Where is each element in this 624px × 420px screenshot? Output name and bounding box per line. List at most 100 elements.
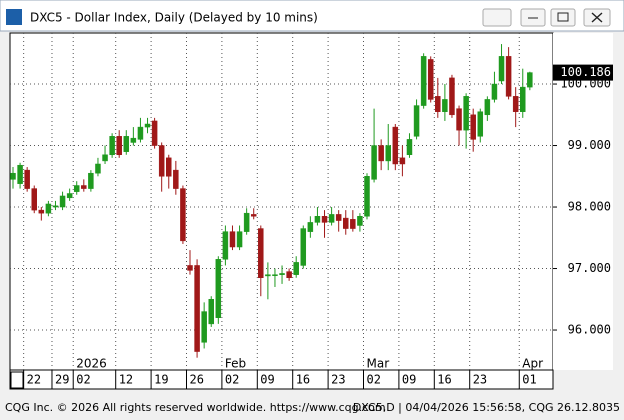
candle-body [520, 86, 526, 112]
maximize-icon [557, 12, 569, 22]
candle-body [272, 274, 278, 276]
candle-body [442, 99, 448, 112]
candle-body [102, 154, 108, 162]
window-title: DXC5 - Dollar Index, Daily (Delayed by 1… [30, 11, 318, 25]
candle-body [463, 96, 469, 131]
candle-body [392, 126, 399, 165]
candle-body [180, 188, 186, 242]
candle-body [187, 265, 193, 271]
scroll-box[interactable] [10, 371, 24, 389]
candle-body [449, 77, 455, 116]
candle-body [222, 231, 229, 260]
candle-body [343, 217, 349, 229]
candle-body [109, 136, 115, 156]
candle-body [123, 136, 130, 152]
candle-body [484, 99, 491, 116]
candle-body [512, 96, 519, 112]
candle-body [505, 56, 512, 97]
candle-body [208, 299, 214, 325]
candle-body [307, 222, 314, 232]
x-tick-label: 09 [402, 373, 416, 387]
candle-body [250, 214, 257, 217]
app-icon [6, 9, 22, 25]
x-tick-label: 19 [154, 373, 168, 387]
candle-body [166, 157, 172, 177]
candle-body [456, 108, 462, 131]
candle-body [427, 59, 434, 100]
link-button[interactable] [482, 8, 512, 27]
x-tick-label: 02 [225, 373, 239, 387]
candle-body [66, 193, 73, 199]
title-bar [0, 0, 624, 32]
candle-body [491, 83, 498, 100]
candle-body [335, 214, 342, 221]
candle-body [399, 157, 406, 165]
candle-body [236, 231, 243, 248]
y-axis-area [553, 33, 613, 370]
candle-body [158, 145, 165, 177]
last-price-label: 100.186 [560, 65, 611, 79]
candle-body [420, 56, 427, 106]
x-tick-label: 02 [76, 373, 90, 387]
candle-body [81, 185, 87, 189]
candle-body [151, 120, 158, 146]
candle-body [357, 216, 363, 226]
candle-body [52, 205, 59, 208]
x-tick-label: 09 [260, 373, 274, 387]
plot-area [9, 32, 554, 371]
candle-body [201, 311, 207, 343]
x-period-label: Apr [522, 357, 543, 371]
status-bar [0, 398, 624, 416]
x-period-label: 2026 [76, 357, 107, 371]
maximize-button[interactable] [550, 8, 576, 27]
candle-body [194, 265, 200, 352]
candle-body [286, 271, 292, 279]
candle-body [243, 212, 250, 232]
x-tick-label: 26 [190, 373, 204, 387]
candle-body [95, 163, 101, 174]
x-tick-label: 23 [331, 373, 345, 387]
candle-body [265, 274, 271, 277]
x-tick-label: 23 [473, 373, 487, 387]
x-tick-label: 02 [367, 373, 381, 387]
candle-body [215, 259, 222, 318]
x-axis-area [9, 369, 554, 390]
candle-body [364, 176, 370, 217]
y-tick-label: 98.000 [568, 200, 611, 214]
candle-body [435, 96, 441, 112]
x-tick-label: 16 [437, 373, 451, 387]
y-tick-label: 97.000 [568, 261, 611, 275]
candle-body [116, 136, 122, 156]
candle-body [477, 111, 484, 137]
candle-body [300, 228, 307, 266]
status-right: DXC5,D | 04/04/2026 15:56:58, CQG 26.12.… [353, 401, 620, 414]
x-tick-label: 16 [296, 373, 310, 387]
candle-body [378, 145, 384, 162]
candle-body [88, 172, 94, 189]
candle-body [321, 216, 328, 223]
x-tick-label: 29 [55, 373, 69, 387]
candle-body [73, 185, 80, 192]
candle-body [229, 231, 236, 248]
x-period-label: Mar [367, 357, 390, 371]
candle-body [314, 216, 321, 223]
candle-body [38, 209, 45, 214]
candle-body [328, 214, 335, 223]
candle-body [406, 139, 413, 156]
candle-body [130, 137, 137, 143]
candle-body [498, 56, 505, 82]
candle-body [31, 188, 37, 211]
status-left: CQG Inc. © 2026 All rights reserved worl… [5, 401, 386, 414]
candle-body [293, 262, 299, 275]
candle-body [17, 164, 23, 184]
candle-body [371, 145, 377, 180]
candle-body [173, 169, 179, 189]
candle-body [258, 228, 264, 279]
x-tick-label: 01 [522, 373, 536, 387]
candle-body [10, 172, 16, 180]
candle-body [350, 219, 356, 229]
y-tick-label: 99.000 [568, 138, 611, 152]
close-icon [591, 12, 603, 23]
